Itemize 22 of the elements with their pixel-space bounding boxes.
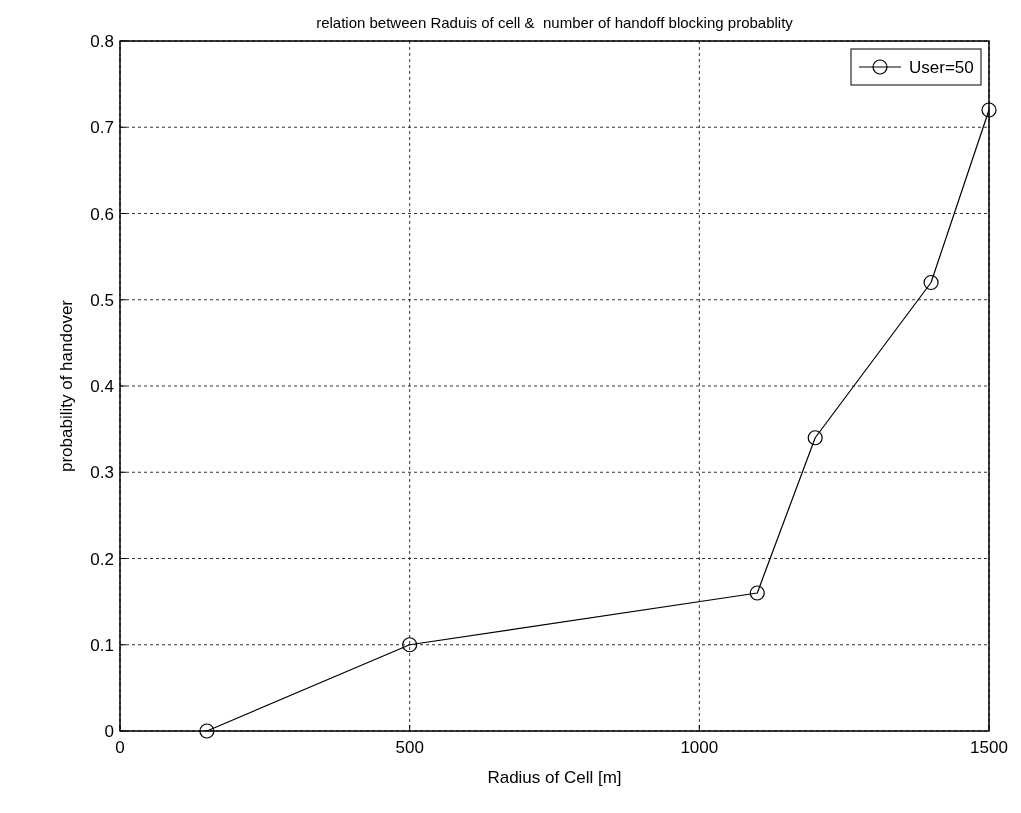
legend-label: User=50 xyxy=(909,58,974,77)
y-tick-label: 0 xyxy=(104,722,114,741)
point xyxy=(402,637,418,653)
point xyxy=(923,274,939,291)
y-tick-label: 0.1 xyxy=(90,635,114,655)
y-tick-label: 0.8 xyxy=(90,32,114,51)
y-axis-title: probability of handover xyxy=(57,299,76,473)
x-tick-label: 500 xyxy=(395,738,424,757)
point xyxy=(199,723,215,739)
y-tick-label: 0.4 xyxy=(90,377,114,396)
y-tick-label: 0.6 xyxy=(90,204,114,224)
chart-title: relation between Raduis of cell & number of handoff blocking probablity xyxy=(316,14,794,31)
x-tick-label: 1000 xyxy=(680,738,719,757)
point xyxy=(807,430,823,446)
point xyxy=(749,585,765,601)
x-axis-title: Radius of Cell [m] xyxy=(487,768,622,787)
y-tick-label: 0.5 xyxy=(90,290,114,310)
y-tick-label: 0.7 xyxy=(90,118,114,138)
y-tick-label: 0.2 xyxy=(90,549,114,569)
point xyxy=(981,102,997,118)
y-tick-label: 0.3 xyxy=(90,463,114,483)
x-tick-label: 1500 xyxy=(970,738,1008,757)
